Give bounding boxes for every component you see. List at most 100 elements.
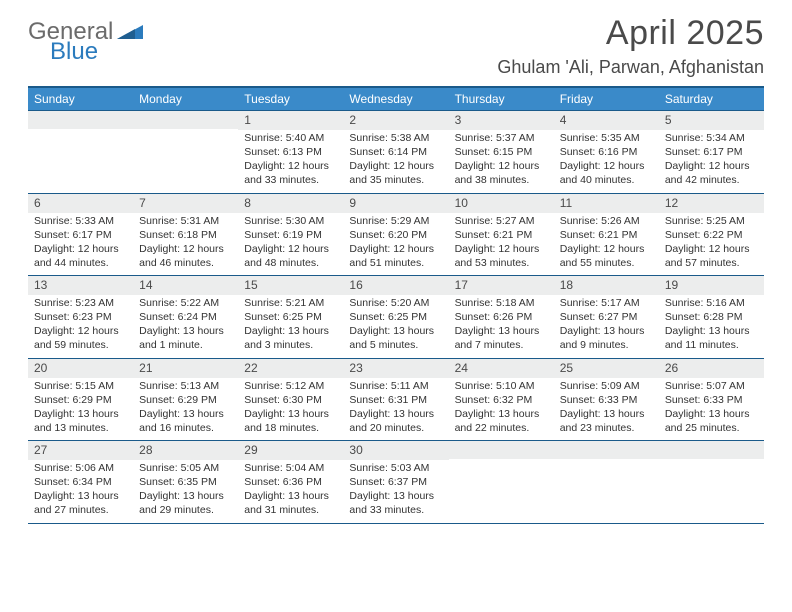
sunset-text: Sunset: 6:24 PM: [139, 311, 232, 324]
sunrise-text: Sunrise: 5:12 AM: [244, 380, 337, 393]
location-text: Ghulam 'Ali, Parwan, Afghanistan: [497, 57, 764, 78]
day-number: 17: [449, 276, 554, 295]
day-number: 13: [28, 276, 133, 295]
daylight-line1: Daylight: 13 hours: [244, 325, 337, 338]
daylight-line1: Daylight: 13 hours: [244, 490, 337, 503]
sunset-text: Sunset: 6:25 PM: [244, 311, 337, 324]
day-number: 6: [28, 194, 133, 213]
weeks-container: 1Sunrise: 5:40 AMSunset: 6:13 PMDaylight…: [28, 110, 764, 524]
day-body: Sunrise: 5:09 AMSunset: 6:33 PMDaylight:…: [554, 378, 659, 441]
day-cell: 12Sunrise: 5:25 AMSunset: 6:22 PMDayligh…: [659, 194, 764, 276]
daylight-line1: Daylight: 13 hours: [244, 408, 337, 421]
daylight-line1: Daylight: 12 hours: [349, 160, 442, 173]
day-cell: 5Sunrise: 5:34 AMSunset: 6:17 PMDaylight…: [659, 111, 764, 193]
daylight-line1: Daylight: 12 hours: [455, 243, 548, 256]
day-body: Sunrise: 5:38 AMSunset: 6:14 PMDaylight:…: [343, 130, 448, 193]
day-cell: 20Sunrise: 5:15 AMSunset: 6:29 PMDayligh…: [28, 359, 133, 441]
day-cell: 30Sunrise: 5:03 AMSunset: 6:37 PMDayligh…: [343, 441, 448, 523]
daylight-line1: Daylight: 12 hours: [349, 243, 442, 256]
sunset-text: Sunset: 6:17 PM: [34, 229, 127, 242]
sunset-text: Sunset: 6:30 PM: [244, 394, 337, 407]
daylight-line2: and 16 minutes.: [139, 422, 232, 435]
calendar-grid: Sunday Monday Tuesday Wednesday Thursday…: [28, 86, 764, 524]
sunrise-text: Sunrise: 5:11 AM: [349, 380, 442, 393]
daylight-line2: and 7 minutes.: [455, 339, 548, 352]
sunrise-text: Sunrise: 5:09 AM: [560, 380, 653, 393]
day-number: 2: [343, 111, 448, 130]
day-number: 4: [554, 111, 659, 130]
sunrise-text: Sunrise: 5:23 AM: [34, 297, 127, 310]
day-body: Sunrise: 5:07 AMSunset: 6:33 PMDaylight:…: [659, 378, 764, 441]
sunrise-text: Sunrise: 5:30 AM: [244, 215, 337, 228]
day-number: [554, 441, 659, 459]
daylight-line2: and 9 minutes.: [560, 339, 653, 352]
day-number: 21: [133, 359, 238, 378]
day-cell: 17Sunrise: 5:18 AMSunset: 6:26 PMDayligh…: [449, 276, 554, 358]
day-number: 5: [659, 111, 764, 130]
sunset-text: Sunset: 6:14 PM: [349, 146, 442, 159]
sunset-text: Sunset: 6:22 PM: [665, 229, 758, 242]
sunset-text: Sunset: 6:13 PM: [244, 146, 337, 159]
day-cell: 22Sunrise: 5:12 AMSunset: 6:30 PMDayligh…: [238, 359, 343, 441]
daylight-line2: and 22 minutes.: [455, 422, 548, 435]
daylight-line1: Daylight: 12 hours: [34, 325, 127, 338]
sunrise-text: Sunrise: 5:13 AM: [139, 380, 232, 393]
daylight-line2: and 29 minutes.: [139, 504, 232, 517]
daylight-line1: Daylight: 13 hours: [349, 408, 442, 421]
dow-mon: Monday: [133, 88, 238, 110]
daylight-line2: and 44 minutes.: [34, 257, 127, 270]
sunset-text: Sunset: 6:23 PM: [34, 311, 127, 324]
day-number: 9: [343, 194, 448, 213]
day-number: [133, 111, 238, 129]
daylight-line1: Daylight: 12 hours: [560, 160, 653, 173]
sunrise-text: Sunrise: 5:04 AM: [244, 462, 337, 475]
day-number: 14: [133, 276, 238, 295]
day-body: Sunrise: 5:12 AMSunset: 6:30 PMDaylight:…: [238, 378, 343, 441]
daylight-line2: and 20 minutes.: [349, 422, 442, 435]
day-number: 16: [343, 276, 448, 295]
week-row: 13Sunrise: 5:23 AMSunset: 6:23 PMDayligh…: [28, 275, 764, 358]
day-cell: 28Sunrise: 5:05 AMSunset: 6:35 PMDayligh…: [133, 441, 238, 523]
day-number: 24: [449, 359, 554, 378]
daylight-line1: Daylight: 13 hours: [560, 325, 653, 338]
sunset-text: Sunset: 6:21 PM: [560, 229, 653, 242]
day-cell: 11Sunrise: 5:26 AMSunset: 6:21 PMDayligh…: [554, 194, 659, 276]
day-number: 19: [659, 276, 764, 295]
day-cell: 24Sunrise: 5:10 AMSunset: 6:32 PMDayligh…: [449, 359, 554, 441]
daylight-line1: Daylight: 13 hours: [349, 490, 442, 503]
sunrise-text: Sunrise: 5:25 AM: [665, 215, 758, 228]
day-cell: 19Sunrise: 5:16 AMSunset: 6:28 PMDayligh…: [659, 276, 764, 358]
day-body: Sunrise: 5:11 AMSunset: 6:31 PMDaylight:…: [343, 378, 448, 441]
sunset-text: Sunset: 6:15 PM: [455, 146, 548, 159]
sunrise-text: Sunrise: 5:27 AM: [455, 215, 548, 228]
day-cell: 6Sunrise: 5:33 AMSunset: 6:17 PMDaylight…: [28, 194, 133, 276]
day-cell: 7Sunrise: 5:31 AMSunset: 6:18 PMDaylight…: [133, 194, 238, 276]
day-cell: [449, 441, 554, 523]
day-cell: 27Sunrise: 5:06 AMSunset: 6:34 PMDayligh…: [28, 441, 133, 523]
day-number: 29: [238, 441, 343, 460]
sunset-text: Sunset: 6:34 PM: [34, 476, 127, 489]
sunset-text: Sunset: 6:29 PM: [139, 394, 232, 407]
day-body: Sunrise: 5:22 AMSunset: 6:24 PMDaylight:…: [133, 295, 238, 358]
daylight-line1: Daylight: 13 hours: [455, 408, 548, 421]
dow-fri: Friday: [554, 88, 659, 110]
daylight-line2: and 46 minutes.: [139, 257, 232, 270]
day-cell: 26Sunrise: 5:07 AMSunset: 6:33 PMDayligh…: [659, 359, 764, 441]
day-cell: [133, 111, 238, 193]
sunset-text: Sunset: 6:21 PM: [455, 229, 548, 242]
daylight-line1: Daylight: 13 hours: [34, 408, 127, 421]
daylight-line1: Daylight: 12 hours: [665, 160, 758, 173]
day-number: 27: [28, 441, 133, 460]
day-number: 10: [449, 194, 554, 213]
sunset-text: Sunset: 6:35 PM: [139, 476, 232, 489]
daylight-line2: and 27 minutes.: [34, 504, 127, 517]
day-number: 7: [133, 194, 238, 213]
day-number: 23: [343, 359, 448, 378]
daylight-line1: Daylight: 12 hours: [455, 160, 548, 173]
day-cell: 2Sunrise: 5:38 AMSunset: 6:14 PMDaylight…: [343, 111, 448, 193]
daylight-line1: Daylight: 12 hours: [560, 243, 653, 256]
sunset-text: Sunset: 6:16 PM: [560, 146, 653, 159]
day-number: 3: [449, 111, 554, 130]
day-body: Sunrise: 5:05 AMSunset: 6:35 PMDaylight:…: [133, 460, 238, 523]
day-cell: 3Sunrise: 5:37 AMSunset: 6:15 PMDaylight…: [449, 111, 554, 193]
